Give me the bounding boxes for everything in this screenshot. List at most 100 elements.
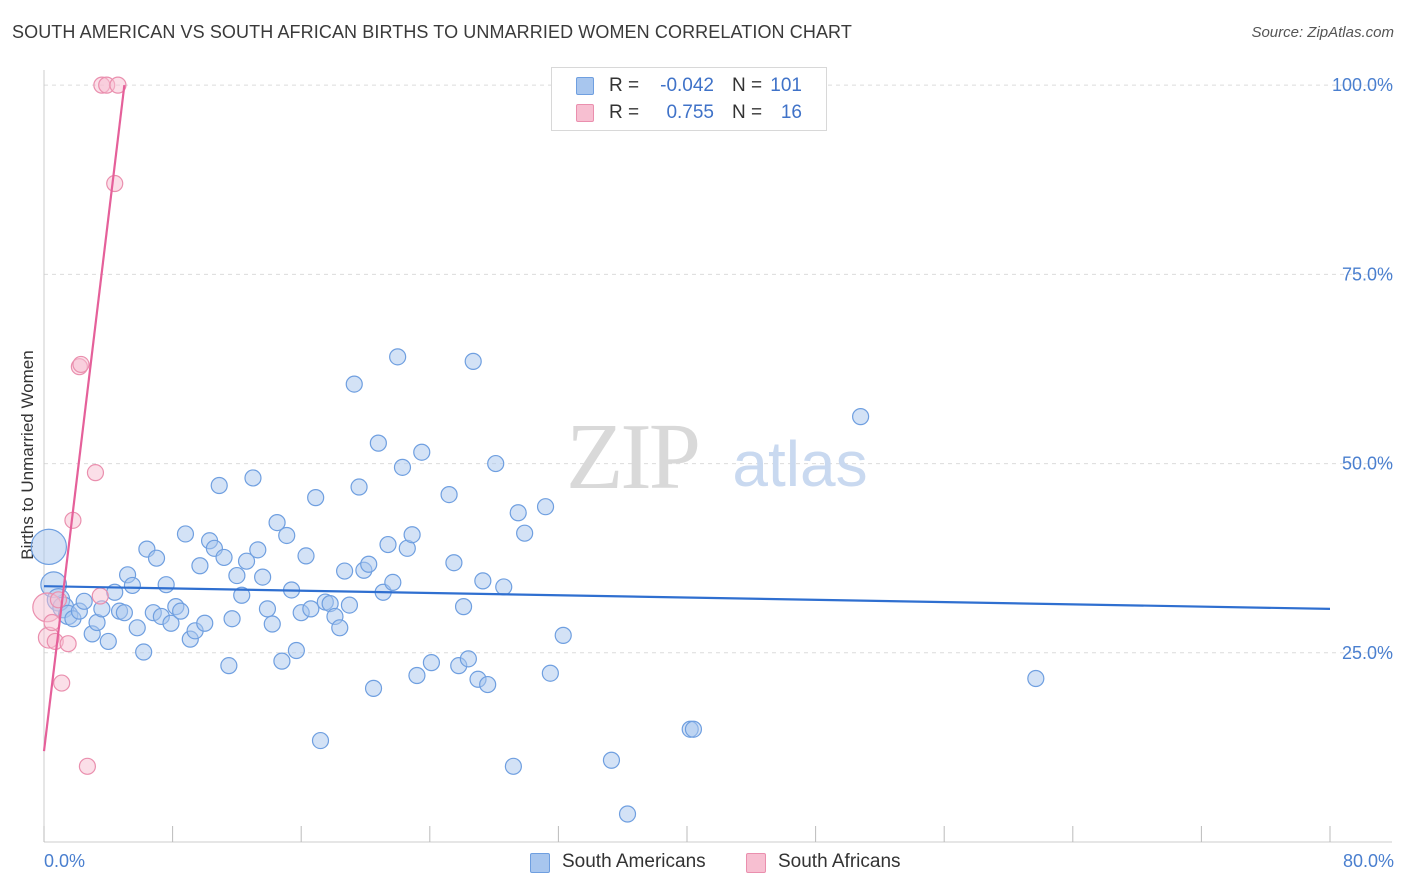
data-point — [196, 614, 214, 632]
data-point — [336, 562, 354, 580]
legend-row-south-americans: R = -0.042 N = 101 — [552, 74, 826, 100]
watermark-atlas: atlas — [732, 428, 867, 500]
data-point — [389, 348, 407, 366]
data-point — [554, 626, 572, 644]
data-point — [106, 174, 124, 193]
y-tick-label: 25.0% — [1342, 643, 1393, 663]
data-point — [618, 805, 637, 823]
stats-legend: R = -0.042 N = 101 R = 0.755 N = 16 — [551, 67, 827, 131]
data-point — [220, 657, 238, 675]
n-label: N = — [732, 75, 763, 96]
r-value: 0.755 — [666, 102, 714, 123]
data-point — [369, 434, 387, 452]
r-label: R = — [609, 102, 640, 123]
source-credit: Source: ZipAtlas.com — [1251, 24, 1394, 41]
axes — [43, 70, 1392, 843]
data-point — [176, 525, 195, 543]
legend-label: South Africans — [778, 851, 901, 872]
data-point — [479, 675, 497, 694]
data-point — [393, 458, 412, 476]
data-point — [123, 576, 142, 595]
data-point — [1027, 669, 1045, 688]
data-point — [228, 566, 246, 585]
y-tick-label: 100.0% — [1332, 75, 1393, 95]
y-tick-label: 75.0% — [1342, 264, 1393, 284]
data-point — [162, 614, 180, 632]
watermark-zip: ZIP — [566, 405, 698, 509]
data-point — [516, 524, 534, 542]
r-label: R = — [609, 75, 640, 96]
data-point — [413, 443, 431, 461]
data-point — [86, 464, 105, 482]
data-point — [360, 555, 378, 573]
legend-swatch-pink — [746, 853, 766, 873]
series-south-africans — [32, 76, 127, 775]
data-point — [440, 486, 458, 504]
data-point — [258, 600, 277, 618]
data-point — [459, 650, 477, 668]
trend-line — [42, 85, 126, 752]
data-point — [233, 586, 251, 604]
data-point — [191, 557, 209, 575]
data-point — [268, 514, 286, 532]
data-point — [215, 548, 233, 567]
data-point — [495, 578, 513, 596]
watermark: ZIP atlas — [566, 405, 868, 509]
data-point — [128, 619, 146, 637]
trend-line — [43, 585, 1331, 610]
data-point — [408, 666, 426, 685]
trend-lines — [42, 85, 1331, 752]
data-point — [109, 76, 127, 94]
legend-swatch-blue — [576, 77, 594, 95]
data-point — [135, 643, 153, 661]
data-point — [49, 591, 68, 609]
data-point — [75, 592, 93, 610]
data-point — [99, 632, 117, 651]
data-point — [172, 602, 190, 620]
data-point — [311, 731, 330, 750]
data-point — [541, 664, 559, 682]
legend-swatch-pink — [576, 104, 594, 122]
data-point — [474, 572, 492, 590]
data-point — [59, 635, 77, 653]
data-point — [254, 568, 272, 586]
data-point — [602, 751, 621, 769]
data-point — [331, 619, 349, 637]
data-point — [307, 489, 325, 507]
data-point — [384, 573, 402, 591]
y-tick-label: 50.0% — [1342, 454, 1393, 474]
n-value: 101 — [770, 75, 802, 96]
legend-swatch-blue — [530, 853, 550, 873]
data-point — [487, 454, 505, 473]
data-point — [287, 641, 305, 660]
data-point — [244, 469, 262, 487]
data-point — [422, 654, 441, 672]
data-point — [536, 498, 555, 516]
series-south-americans — [30, 348, 1045, 823]
legend-row-south-africans: R = 0.755 N = 16 — [552, 101, 826, 127]
data-point — [464, 352, 482, 370]
data-point — [43, 613, 61, 632]
x-tick-min: 0.0% — [44, 851, 86, 871]
data-point — [684, 720, 703, 738]
data-point — [350, 478, 368, 496]
data-point — [340, 596, 359, 614]
data-point — [72, 355, 90, 374]
data-point — [302, 600, 320, 618]
data-point — [53, 674, 71, 692]
r-value: -0.042 — [660, 75, 714, 96]
data-point — [147, 549, 166, 567]
data-point — [237, 552, 256, 570]
data-point — [263, 615, 281, 633]
data-point — [91, 587, 109, 605]
data-point — [852, 408, 870, 426]
y-tick-labels: 25.0% 50.0% 75.0% 100.0% — [1332, 75, 1393, 663]
data-point — [115, 604, 133, 622]
gridlines — [44, 84, 1392, 654]
data-point — [509, 504, 527, 522]
data-point — [445, 554, 463, 572]
data-point — [78, 757, 97, 775]
data-point — [504, 757, 522, 775]
data-point — [249, 541, 267, 559]
data-point — [210, 476, 228, 495]
